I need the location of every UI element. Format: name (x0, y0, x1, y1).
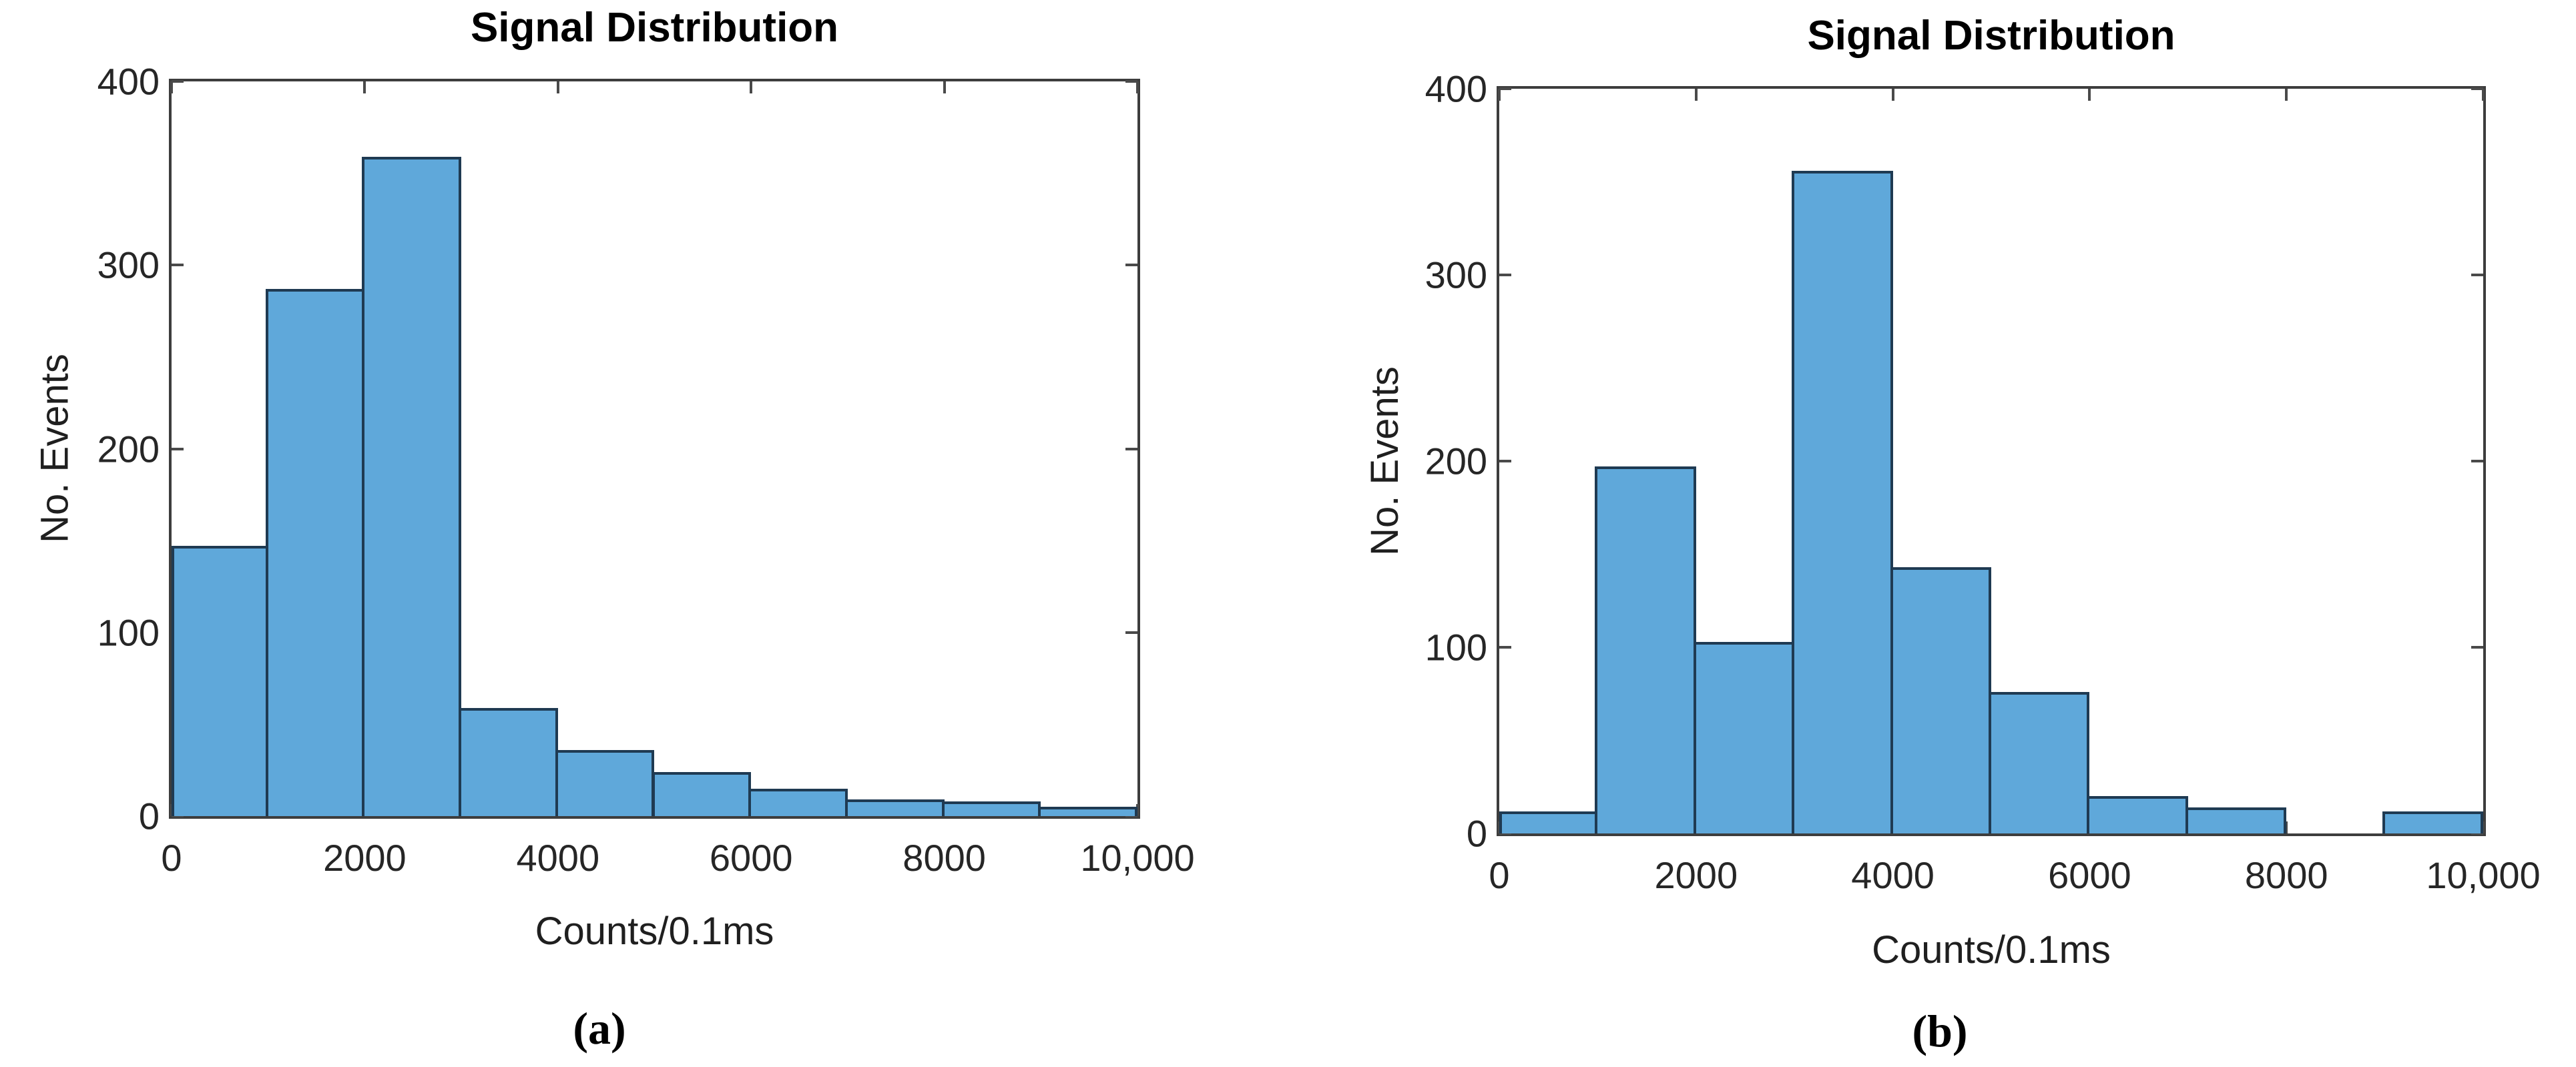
x-tick-label: 10,000 (2426, 854, 2541, 896)
x-tick-mark (1891, 89, 1894, 101)
chart-title: Signal Distribution (1807, 13, 2175, 59)
x-axis-label: Counts/0.1ms (1872, 928, 2111, 972)
x-tick-mark (1136, 804, 1139, 816)
y-tick-label: 200 (1425, 440, 1487, 482)
histogram-bar (172, 546, 268, 816)
x-tick-label: 6000 (709, 837, 793, 879)
y-tick-mark (172, 80, 184, 83)
y-tick-mark (1125, 80, 1137, 83)
y-tick-mark (1125, 264, 1137, 267)
subfigure-caption-a: (a) (573, 1003, 626, 1054)
y-tick-mark (1125, 447, 1137, 450)
x-tick-mark (1136, 81, 1139, 93)
x-tick-mark (170, 81, 173, 93)
x-tick-mark (2285, 89, 2288, 101)
x-tick-mark (943, 81, 946, 93)
x-tick-label: 2000 (323, 837, 407, 879)
x-tick-label: 8000 (2244, 854, 2328, 896)
x-tick-mark (2285, 821, 2288, 833)
y-tick-mark (172, 447, 184, 450)
y-tick-label: 200 (97, 428, 160, 470)
histogram-bar (1499, 811, 1598, 833)
x-tick-mark (2482, 89, 2485, 101)
y-tick-mark (2471, 832, 2483, 835)
x-tick-label: 8000 (903, 837, 986, 879)
histogram-bar (1595, 466, 1696, 833)
histogram-plot-b: 0 2000 4000 6000 8000 10,000 0 100 200 300 400 (1425, 68, 2541, 897)
y-tick-mark (2471, 646, 2483, 649)
x-tick-label: 2000 (1654, 854, 1738, 896)
y-tick-mark (2471, 87, 2483, 90)
histogram-bar (844, 799, 945, 816)
y-tick-mark (1499, 646, 1511, 649)
y-axis-label: No. Events (33, 354, 77, 543)
histogram-bar (1792, 170, 1893, 833)
y-tick-mark (1499, 274, 1511, 276)
y-tick-mark (2471, 274, 2483, 276)
histogram-bar (362, 156, 462, 816)
x-tick-label: 4000 (516, 837, 600, 879)
y-tick-mark (2471, 460, 2483, 462)
y-tick-label: 100 (1425, 626, 1487, 669)
y-tick-label: 400 (1425, 67, 1487, 110)
x-tick-label: 0 (161, 837, 182, 879)
histogram-bar (2382, 811, 2483, 833)
y-tick-mark (1499, 87, 1511, 90)
y-tick-mark (1125, 815, 1137, 817)
x-tick-label: 4000 (1851, 854, 1935, 896)
y-tick-mark (1499, 460, 1511, 462)
x-tick-label: 10,000 (1080, 837, 1195, 879)
x-tick-mark (2482, 821, 2485, 833)
y-tick-label: 0 (1466, 812, 1487, 855)
subfigure-caption-b: (b) (1912, 1006, 1968, 1056)
histogram-bar (459, 707, 558, 816)
x-tick-label: 0 (1489, 854, 1510, 896)
x-tick-mark (2088, 89, 2091, 101)
y-tick-mark (172, 815, 184, 817)
y-tick-label: 0 (138, 795, 160, 837)
y-tick-label: 300 (97, 244, 160, 286)
x-tick-mark (556, 81, 559, 93)
histogram-bar (2087, 796, 2188, 833)
histogram-bar (555, 749, 655, 816)
histogram-bar (1989, 691, 2090, 833)
x-tick-mark (1498, 89, 1501, 101)
y-tick-label: 300 (1425, 254, 1487, 296)
chart-title: Signal Distribution (470, 5, 839, 51)
histogram-bar (265, 289, 365, 816)
histogram-bar (1890, 567, 1991, 833)
y-tick-mark (172, 264, 184, 267)
histogram-bar (941, 801, 1041, 816)
y-tick-mark (1499, 832, 1511, 835)
histogram-bar (748, 788, 848, 816)
x-axis-label: Counts/0.1ms (535, 910, 774, 953)
y-axis-label: No. Events (1363, 366, 1406, 556)
histogram-bar (1038, 807, 1137, 816)
histogram-bar (2185, 807, 2287, 833)
y-tick-label: 100 (97, 611, 160, 654)
x-tick-mark (363, 81, 366, 93)
y-tick-label: 400 (97, 60, 160, 103)
x-tick-mark (1694, 89, 1698, 101)
x-tick-label: 6000 (2048, 854, 2131, 896)
histogram-bar (1693, 641, 1795, 833)
x-tick-mark (750, 81, 753, 93)
histogram-plot-a: 0 2000 4000 6000 8000 10,000 0 100 200 300 400 (97, 61, 1195, 879)
y-tick-mark (1125, 631, 1137, 634)
histogram-bar (652, 771, 752, 816)
